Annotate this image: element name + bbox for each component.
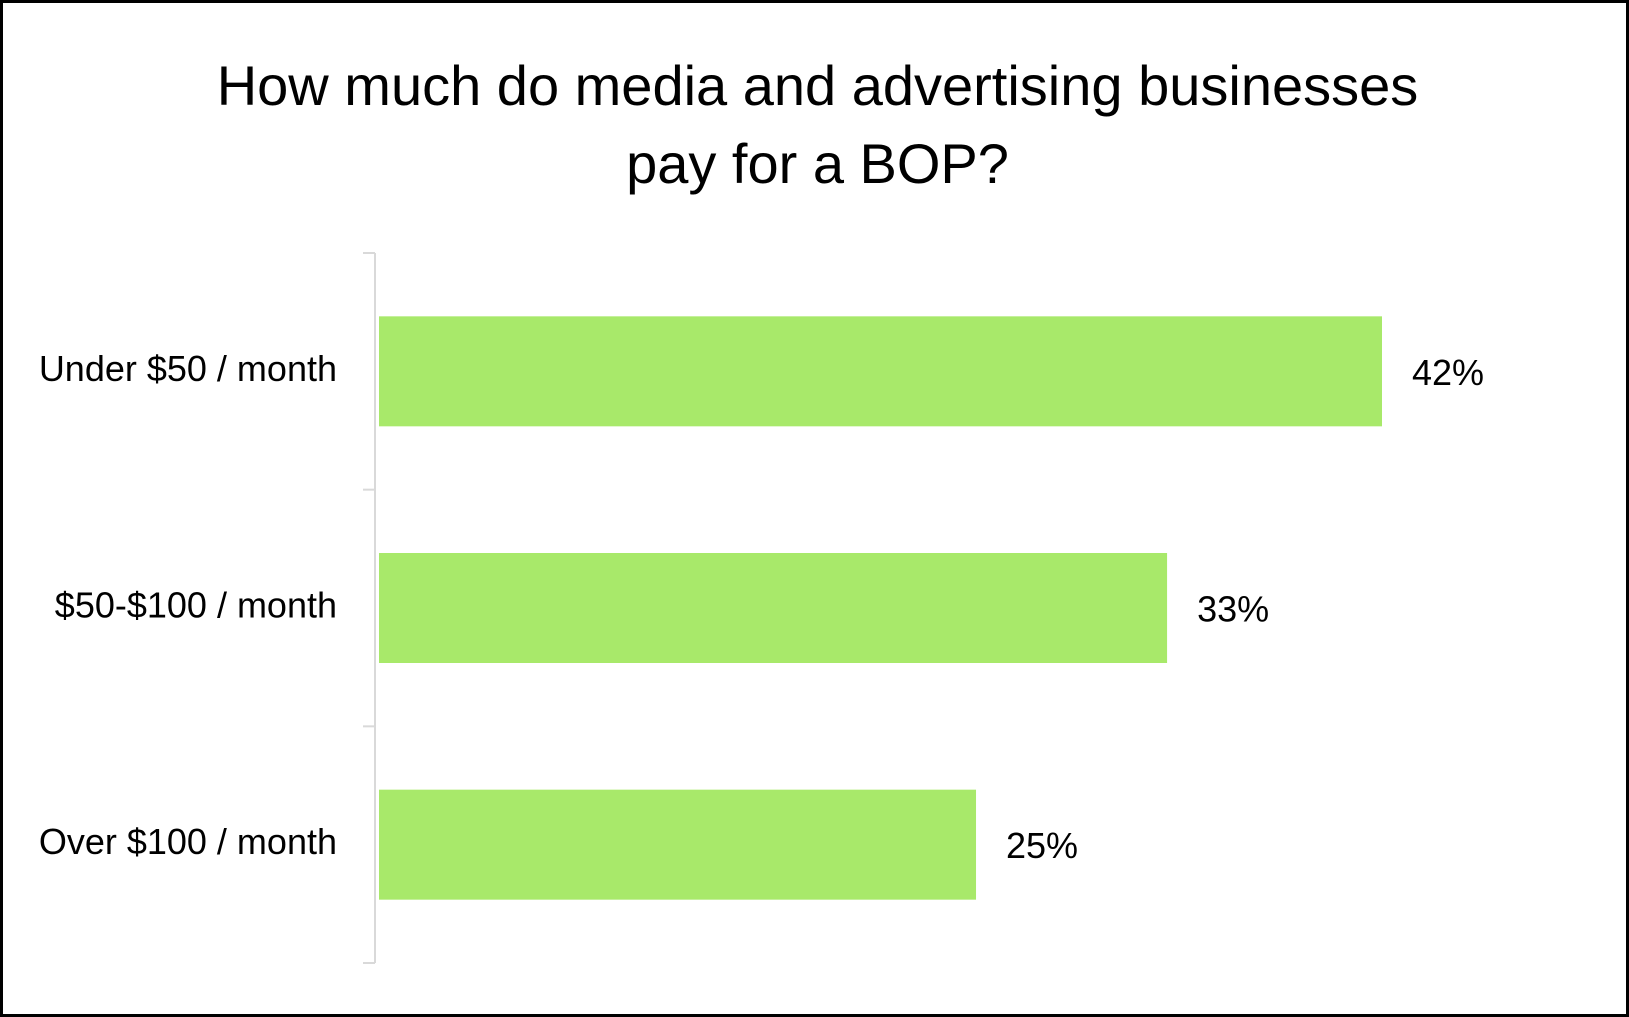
- bar: [379, 789, 977, 900]
- bar: [379, 553, 1168, 663]
- bar: [379, 316, 1382, 427]
- data-label: 33%: [1197, 589, 1269, 630]
- chart-plot: Under $50 / month 42% $50-$100 / month 33% O…: [39, 252, 1484, 964]
- chart-title: How much do media and advertising busine…: [216, 54, 1419, 195]
- data-label: 42%: [1412, 352, 1484, 393]
- category-label: $50-$100 / month: [55, 585, 337, 626]
- category-label: Over $100 / month: [39, 821, 337, 862]
- category-label: Under $50 / month: [39, 348, 337, 389]
- data-label: 25%: [1006, 825, 1078, 866]
